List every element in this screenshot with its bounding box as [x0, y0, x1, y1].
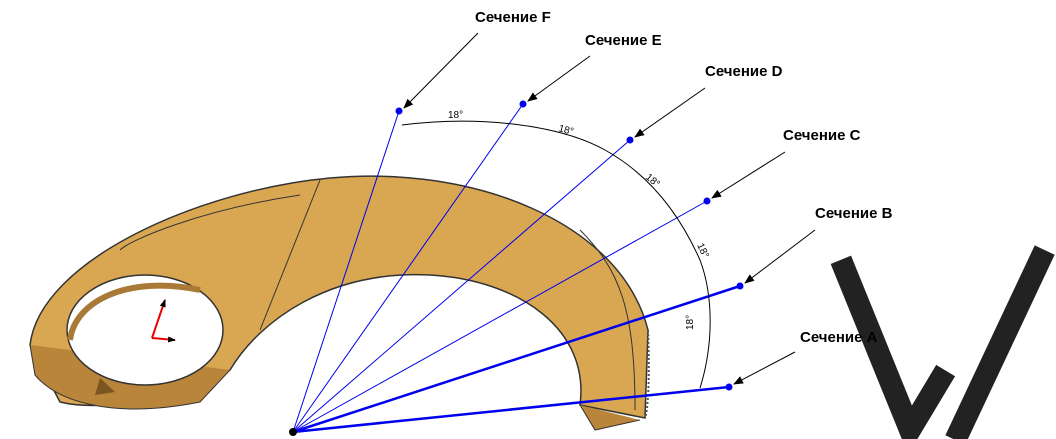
- section-point: [627, 137, 634, 144]
- origin-point: [289, 428, 297, 436]
- section-label: Сечение E: [585, 32, 662, 49]
- section-point: [726, 384, 733, 391]
- section-point: [520, 101, 527, 108]
- angle-label: 18°: [448, 110, 463, 121]
- section-point: [737, 283, 744, 290]
- angle-label: 18°: [557, 123, 574, 138]
- section-label: Сечение A: [800, 329, 878, 346]
- section-label: Сечение C: [783, 127, 861, 144]
- section-point: [396, 108, 403, 115]
- leader-line: [712, 152, 785, 198]
- angle-label: 18°: [685, 315, 696, 330]
- section-point: [704, 198, 711, 205]
- cad-view: 18° 18° 18° 18° 18° Сечение F Сечение E Сечени…: [0, 0, 1056, 439]
- angle-label: 18°: [643, 172, 662, 190]
- leader-line: [635, 88, 705, 137]
- leader-line: [745, 230, 815, 283]
- leader-line: [528, 56, 590, 101]
- leader-line: [734, 352, 795, 384]
- section-label: Сечение D: [705, 63, 783, 80]
- angle-label: 18°: [694, 242, 710, 260]
- leader-line: [404, 33, 478, 108]
- section-label: Сечение F: [475, 9, 551, 26]
- section-label: Сечение B: [815, 205, 893, 222]
